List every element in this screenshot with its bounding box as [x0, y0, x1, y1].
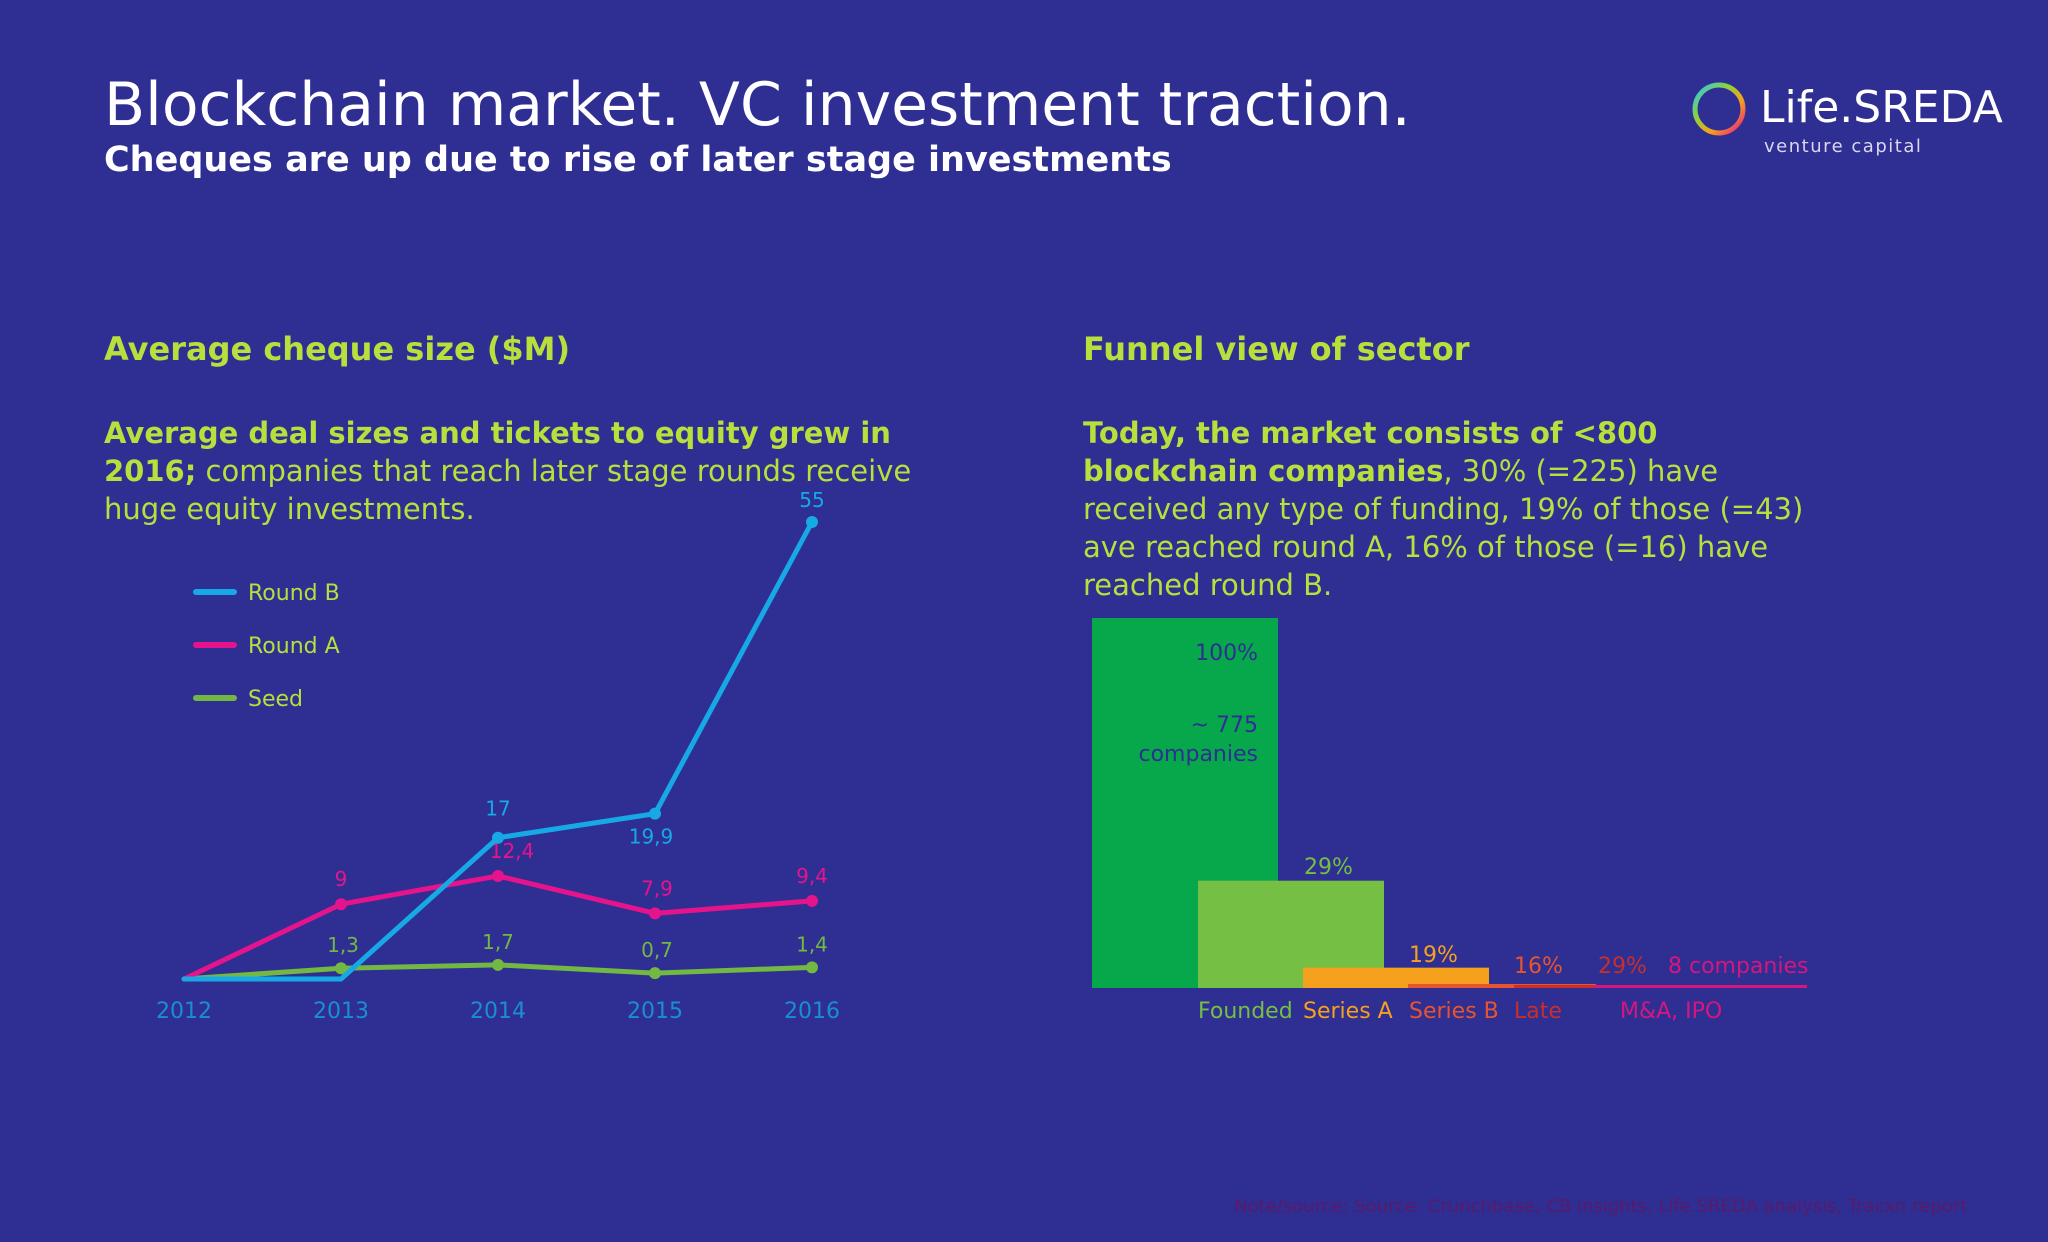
line-chart-description: Average deal sizes and tickets to equity…	[104, 414, 914, 528]
funnel-section-title: Funnel view of sector	[1083, 330, 1470, 368]
data-label: 1,3	[327, 933, 359, 957]
funnel-bar	[1408, 984, 1596, 988]
data-point	[649, 907, 661, 920]
x-tick-label: 2015	[627, 999, 683, 1024]
data-label: 7,9	[641, 876, 673, 900]
bar-value-label: 19%	[1409, 943, 1458, 968]
funnel-description-lead: Today, the market consists of <800 block…	[1083, 416, 1658, 488]
data-label: 19,9	[629, 825, 674, 849]
legend-label: Seed	[248, 687, 303, 712]
bar-value-label: 29%	[1598, 954, 1647, 979]
data-label: 55	[799, 488, 824, 512]
data-label: 1,4	[796, 932, 828, 956]
data-point	[806, 516, 818, 528]
data-label: 1,7	[482, 930, 514, 954]
category-label: M&A, IPO	[1620, 999, 1722, 1024]
bar-value-label: 29%	[1304, 855, 1353, 880]
category-label: Founded	[1198, 999, 1293, 1024]
data-label: 0,7	[641, 938, 673, 962]
company-logo: Life.SREDA venture capital	[1690, 80, 2003, 160]
x-tick-label: 2016	[784, 999, 840, 1024]
data-point	[335, 898, 347, 911]
funnel-bar	[1514, 985, 1594, 988]
data-label: 17	[485, 797, 510, 821]
category-label: Late	[1514, 999, 1562, 1024]
line-chart-description-rest: companies that reach later stage rounds …	[104, 454, 912, 526]
bar-value-label: 8 companies	[1668, 954, 1808, 979]
data-label: 9,4	[796, 864, 828, 888]
legend-label: Round B	[248, 581, 340, 606]
page-title: Blockchain market. VC investment tractio…	[104, 70, 1411, 140]
logo-ring-icon	[1692, 82, 1746, 136]
category-label: Series B	[1409, 999, 1499, 1024]
data-point	[649, 967, 661, 980]
x-tick-label: 2012	[156, 999, 212, 1024]
data-point	[492, 958, 504, 971]
founded-percent-label: 100%	[1195, 641, 1258, 666]
x-tick-label: 2013	[313, 999, 369, 1024]
data-point	[806, 961, 818, 974]
data-point	[335, 962, 347, 975]
data-point	[492, 869, 504, 882]
data-point	[492, 831, 504, 844]
line-chart-description-lead: Average deal sizes and tickets to equity…	[104, 416, 891, 488]
data-point	[649, 807, 661, 820]
funnel-bar	[1593, 985, 1807, 988]
founded-unit-label: companies	[1139, 742, 1259, 767]
funnel-description-rest: , 30% (=225) have received any type of f…	[1083, 454, 1804, 602]
legend-label: Round A	[248, 634, 340, 659]
x-tick-label: 2014	[470, 999, 526, 1024]
data-label: 9	[335, 867, 348, 891]
page-subtitle: Cheques are up due to rise of later stag…	[104, 140, 1172, 180]
founded-count-label: ~ 775	[1191, 713, 1258, 738]
bar-value-label: 16%	[1514, 954, 1563, 979]
logo-name: Life.SREDA	[1760, 82, 2003, 134]
funnel-bar	[1303, 967, 1489, 988]
logo-name-bold: SREDA	[1853, 82, 2003, 133]
logo-tagline: venture capital	[1764, 136, 1923, 157]
category-label: Series A	[1303, 999, 1393, 1024]
funnel-description: Today, the market consists of <800 block…	[1083, 414, 1823, 604]
line-chart-section-title: Average cheque size ($M)	[104, 330, 571, 368]
logo-name-main: Life.	[1760, 82, 1854, 133]
data-point	[806, 894, 818, 907]
source-note: Note/source: Source: Crunchbase, CB insi…	[1234, 1196, 1968, 1217]
